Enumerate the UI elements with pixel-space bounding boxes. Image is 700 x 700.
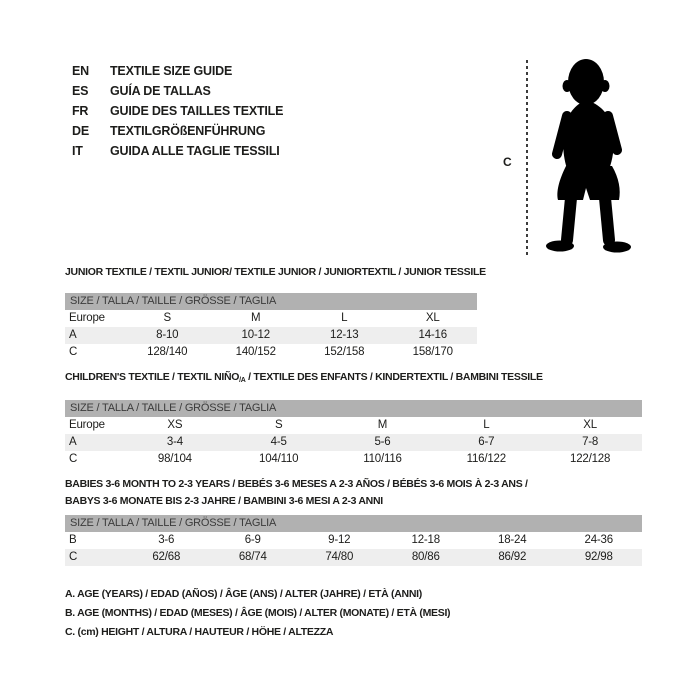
table-row-height: C 98/104 104/110 110/116 116/122 122/128	[65, 451, 642, 468]
size-cell: 9-12	[328, 534, 351, 546]
legend-line-b: B. AGE (MONTHS) / EDAD (MESES) / ÂGE (MO…	[65, 607, 451, 619]
size-cell: 158/170	[412, 346, 453, 358]
size-cell: 10-12	[241, 329, 271, 341]
babies-size-table: BABIES 3-6 MONTH TO 2-3 YEARS / BEBÉS 3-…	[65, 476, 642, 566]
toddler-silhouette-icon	[546, 59, 631, 253]
size-cell: 14-16	[418, 329, 448, 341]
language-title: TEXTILE SIZE GUIDE	[110, 64, 233, 78]
size-cell: 140/152	[235, 346, 276, 358]
row-label: Europe	[69, 419, 105, 431]
size-cell: L	[483, 419, 490, 431]
size-cell: M	[251, 312, 261, 324]
language-title: GUIDE DES TAILLES TEXTILE	[110, 104, 284, 118]
table-title-line1: BABIES 3-6 MONTH TO 2-3 YEARS / BEBÉS 3-…	[65, 478, 528, 490]
size-cell: 80/86	[411, 551, 440, 563]
table-row-height: C 128/140 140/152 152/158 158/170	[65, 344, 477, 361]
table-title-line2: BABYS 3-6 MONATE BIS 2-3 JAHRE / BAMBINI…	[65, 495, 383, 507]
size-cell: L	[341, 312, 348, 324]
size-cell: 24-36	[584, 534, 614, 546]
size-cell: 152/158	[324, 346, 365, 358]
size-cell: 122/128	[570, 453, 611, 465]
size-cell: XL	[425, 312, 440, 324]
size-cell: 128/140	[147, 346, 188, 358]
height-measure-label: C	[503, 155, 512, 169]
legend-line-c: C. (cm) HEIGHT / ALTURA / HAUTEUR / HÖHE…	[65, 626, 334, 638]
table-row-europe: Europe S M L XL	[65, 310, 477, 327]
size-cell: 6-7	[478, 436, 495, 448]
row-label: C	[69, 453, 78, 465]
height-measure-line	[526, 60, 528, 258]
table-row-age: A 3-4 4-5 5-6 6-7 7-8	[65, 434, 642, 451]
size-cell: S	[163, 312, 172, 324]
size-cell: 3-6	[158, 534, 175, 546]
table-row-age: A 8-10 10-12 12-13 14-16	[65, 327, 477, 344]
table-row-europe: Europe XS S M L XL	[65, 417, 642, 434]
language-code: ES	[72, 84, 89, 98]
language-row-de: DE TEXTILGRÖßENFÜHRUNG	[72, 121, 283, 141]
legend-line-a: A. AGE (YEARS) / EDAD (AÑOS) / ÂGE (ANS)…	[65, 588, 422, 600]
table-header: SIZE / TALLA / TAILLE / GRÖSSE / TAGLIA	[65, 293, 477, 310]
row-label: C	[69, 551, 78, 563]
children-size-table: CHILDREN'S TEXTILE / TEXTIL NIÑO/A / TEX…	[65, 371, 642, 468]
size-cell: 74/80	[325, 551, 354, 563]
row-label: B	[69, 534, 77, 546]
row-label: Europe	[69, 312, 105, 324]
table-row-age-months: B 3-6 6-9 9-12 12-18 18-24 24-36	[65, 532, 642, 549]
size-cell: 12-18	[411, 534, 441, 546]
table-title: BABIES 3-6 MONTH TO 2-3 YEARS / BEBÉS 3-…	[65, 476, 642, 510]
row-label: C	[69, 346, 78, 358]
table-header: SIZE / TALLA / TAILLE / GRÖSSE / TAGLIA	[65, 400, 642, 417]
size-cell: 3-4	[166, 436, 183, 448]
table-title-text: CHILDREN'S TEXTILE / TEXTIL NIÑO	[65, 371, 240, 383]
size-cell: 6-9	[244, 534, 261, 546]
size-cell: 68/74	[238, 551, 267, 563]
size-cell: 8-10	[156, 329, 179, 341]
language-code: EN	[72, 64, 89, 78]
size-cell: 104/110	[259, 453, 299, 465]
size-cell: S	[274, 419, 283, 431]
size-cell: 62/68	[152, 551, 181, 563]
size-cell: 110/116	[363, 453, 402, 465]
row-label: A	[69, 329, 77, 341]
table-row-height: C 62/68 68/74 74/80 80/86 86/92 92/98	[65, 549, 642, 566]
size-cell: 12-13	[330, 329, 359, 341]
size-cell: 18-24	[498, 534, 527, 546]
table-title-subscript: /A	[239, 377, 246, 384]
size-cell: XS	[167, 419, 183, 431]
language-code: IT	[72, 144, 83, 158]
language-row-en: EN TEXTILE SIZE GUIDE	[72, 61, 283, 81]
language-list: EN TEXTILE SIZE GUIDE ES GUÍA DE TALLAS …	[72, 61, 283, 161]
size-cell: 116/122	[466, 453, 507, 465]
size-cell: 86/92	[498, 551, 527, 563]
table-title: CHILDREN'S TEXTILE / TEXTIL NIÑO/A / TEX…	[65, 371, 642, 387]
size-cell: 98/104	[157, 453, 192, 465]
size-cell: 4-5	[270, 436, 287, 448]
language-title: GUÍA DE TALLAS	[110, 84, 211, 98]
table-title: JUNIOR TEXTILE / TEXTIL JUNIOR/ TEXTILE …	[65, 266, 486, 278]
size-cell: 92/98	[584, 551, 613, 563]
language-code: FR	[72, 104, 89, 118]
language-row-it: IT GUIDA ALLE TAGLIE TESSILI	[72, 141, 283, 161]
size-cell: 7-8	[582, 436, 599, 448]
legend: A. AGE (YEARS) / EDAD (AÑOS) / ÂGE (ANS)…	[65, 585, 451, 642]
size-cell: M	[377, 419, 388, 431]
language-code: DE	[72, 124, 89, 138]
table-header: SIZE / TALLA / TAILLE / GRÖSSE / TAGLIA	[65, 515, 642, 532]
size-cell: 5-6	[374, 436, 391, 448]
table-title-text: / TEXTILE DES ENFANTS / KINDERTEXTIL / B…	[245, 371, 543, 383]
language-row-fr: FR GUIDE DES TAILLES TEXTILE	[72, 101, 283, 121]
junior-size-table: JUNIOR TEXTILE / TEXTIL JUNIOR/ TEXTILE …	[65, 266, 486, 361]
row-label: A	[69, 436, 77, 448]
size-cell: XL	[583, 419, 597, 431]
language-row-es: ES GUÍA DE TALLAS	[72, 81, 283, 101]
language-title: GUIDA ALLE TAGLIE TESSILI	[110, 144, 280, 158]
language-title: TEXTILGRÖßENFÜHRUNG	[110, 124, 266, 138]
